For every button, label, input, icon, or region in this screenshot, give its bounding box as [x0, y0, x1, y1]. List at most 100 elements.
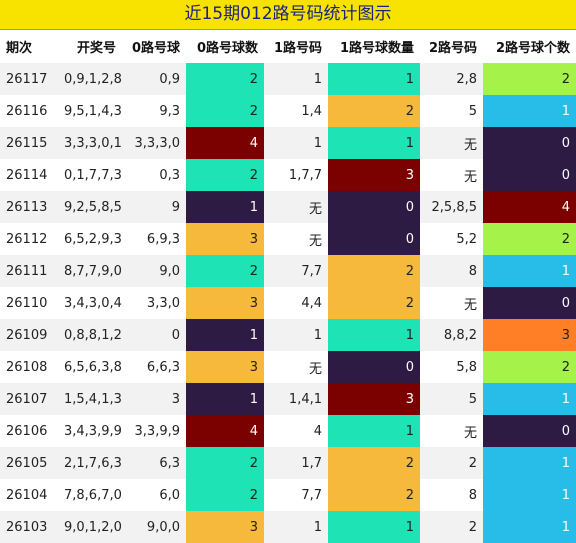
cell: 无: [420, 127, 483, 159]
cell: 无: [264, 191, 328, 223]
cell: 2: [420, 447, 483, 479]
count-cell: 0: [328, 191, 420, 223]
cell: 1,5,4,1,3: [58, 383, 122, 415]
table-row: 26115 3,3,3,0,1 3,3,3,0 4 1 1 无 0: [0, 127, 576, 159]
cell: 26111: [0, 255, 58, 287]
cell: 7,7: [301, 487, 322, 503]
cell: 无: [308, 233, 322, 249]
cell: 4: [313, 423, 322, 439]
cell: 3,3,0: [146, 295, 180, 311]
title: 近15期012路号码统计图示: [0, 0, 576, 30]
count-cell: 0: [483, 159, 576, 191]
table-body: 26117 0,9,1,2,8 0,9 2 1 1 2,8 2 26116 9,5,1,4,3 9,…: [0, 63, 576, 543]
count-cell: 0: [483, 287, 576, 319]
cell: 6,5,2,9,3: [64, 231, 122, 247]
cell: 26110: [6, 295, 48, 311]
count-cell: 2: [483, 351, 576, 383]
count-cell: 2: [328, 95, 420, 127]
cell: 2: [420, 511, 483, 543]
cell: 无: [463, 169, 477, 185]
count-cell: 1: [483, 511, 576, 543]
cell: 1: [264, 127, 328, 159]
cell: 无: [463, 425, 477, 441]
cell: 1,7: [264, 447, 328, 479]
count-cell: 2: [186, 63, 264, 95]
cell: 无: [308, 361, 322, 377]
count-cell: 3: [328, 383, 420, 415]
header-cell: 开奖号: [76, 41, 116, 56]
header-cell: 1路号码: [273, 41, 322, 56]
cell: 2,1,7,6,3: [58, 447, 122, 479]
cell: 1,4: [301, 103, 322, 119]
cell: 3,4,3,9,9: [64, 423, 122, 439]
table-row: 26116 9,5,1,4,3 9,3 2 1,4 2 5 1: [0, 95, 576, 127]
count-cell: 4: [186, 415, 264, 447]
count-cell: 1: [186, 191, 264, 223]
count-cell: 2: [483, 223, 576, 255]
cell: 26117: [0, 63, 58, 95]
count-cell: 1: [328, 511, 420, 543]
cell: 6,0: [159, 487, 180, 503]
cell: 9: [122, 191, 186, 223]
cell: 0,9: [122, 63, 186, 95]
cell: 无: [463, 297, 477, 313]
cell: 0: [122, 319, 186, 351]
table-row: 26117 0,9,1,2,8 0,9 2 1 1 2,8 2: [0, 63, 576, 95]
count-cell: 2: [186, 479, 264, 511]
count-cell: 1: [483, 383, 576, 415]
count-cell: 3: [186, 351, 264, 383]
cell: 26109: [0, 319, 58, 351]
cell: 26113: [0, 191, 58, 223]
count-cell: 1: [483, 479, 576, 511]
cell: 26103: [0, 511, 58, 543]
cell: 9,0: [122, 255, 186, 287]
header-cell: 0路号球数: [196, 41, 258, 56]
count-cell: 2: [186, 95, 264, 127]
cell: 5: [420, 383, 483, 415]
cell: 6,6,3: [146, 359, 180, 375]
cell: 9,3: [159, 103, 180, 119]
table-row: 26111 8,7,7,9,0 9,0 2 7,7 2 8 1: [0, 255, 576, 287]
count-cell: 3: [186, 287, 264, 319]
header-cell: 2路号码: [428, 41, 477, 56]
cell: 26107: [0, 383, 58, 415]
cell: 0,9,1,2,8: [58, 63, 122, 95]
count-cell: 0: [328, 351, 420, 383]
header-cell: 2路号球个数: [495, 41, 570, 56]
cell: 0,1,7,7,3: [64, 167, 122, 183]
count-cell: 2: [186, 447, 264, 479]
cell: 9,2,5,8,5: [58, 191, 122, 223]
count-cell: 1: [186, 383, 264, 415]
header-cell: 1路号球数量: [339, 41, 414, 56]
cell: 0,3: [159, 167, 180, 183]
cell: 5: [468, 103, 477, 119]
count-cell: 1: [483, 95, 576, 127]
count-cell: 3: [186, 223, 264, 255]
cell: 4,4: [301, 295, 322, 311]
cell: 26104: [6, 487, 48, 503]
cell: 0,8,8,1,2: [58, 319, 122, 351]
cell: 5,2: [456, 231, 477, 247]
cell: 1: [264, 511, 328, 543]
table-row: 26103 9,0,1,2,0 9,0,0 3 1 1 2 1: [0, 511, 576, 543]
count-cell: 1: [328, 415, 420, 447]
count-cell: 2: [328, 447, 420, 479]
stats-table: 期次 开奖号 0路号球 0路号球数 1路号码 1路号球数量 2路号码 2路号球个数 26117…: [0, 30, 576, 543]
cell: 3,3,9,9: [134, 423, 180, 439]
count-cell: 1: [483, 255, 576, 287]
cell: 6,9,3: [146, 231, 180, 247]
table-row: 26114 0,1,7,7,3 0,3 2 1,7,7 3 无 0: [0, 159, 576, 191]
cell: 9,0,1,2,0: [58, 511, 122, 543]
count-cell: 4: [483, 191, 576, 223]
count-cell: 3: [328, 159, 420, 191]
cell: 1: [264, 63, 328, 95]
table-row: 26104 7,8,6,7,0 6,0 2 7,7 2 8 1: [0, 479, 576, 511]
count-cell: 2: [483, 63, 576, 95]
table-row: 26112 6,5,2,9,3 6,9,3 3 无 0 5,2 2: [0, 223, 576, 255]
header-cell: 期次: [6, 41, 33, 56]
count-cell: 0: [483, 415, 576, 447]
cell: 1,4,1: [264, 383, 328, 415]
count-cell: 0: [483, 127, 576, 159]
count-cell: 0: [328, 223, 420, 255]
